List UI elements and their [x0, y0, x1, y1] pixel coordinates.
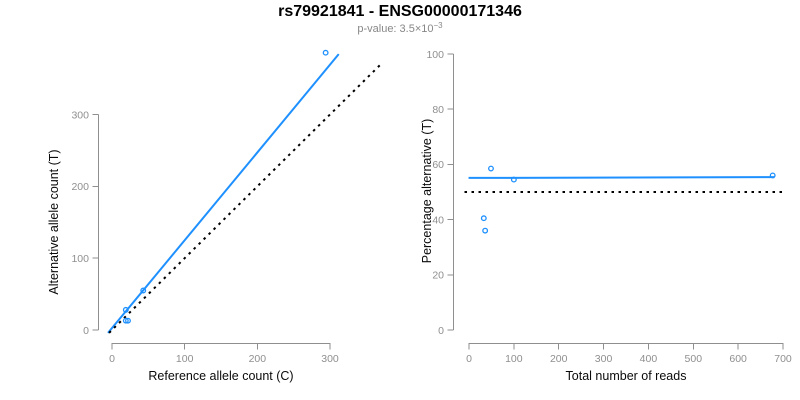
y-tick-label: 100 — [71, 253, 89, 265]
y-tick-label: 0 — [83, 325, 89, 337]
data-point — [122, 306, 129, 313]
plot-1: 0 20 40 60 80 100 0 100 200 300 400 500 600 700 — [426, 49, 791, 365]
y-tick-label: 200 — [71, 181, 89, 193]
data-point — [482, 227, 489, 234]
x-tick-label: 200 — [550, 353, 568, 365]
y-tick-label: 20 — [432, 270, 444, 282]
x-tick-label: 100 — [176, 353, 194, 365]
page-title: rs79921841 - ENSG00000171346 — [278, 3, 522, 20]
x-tick-label: 0 — [466, 353, 472, 365]
x-tick-label: 300 — [321, 353, 339, 365]
y-tick-label: 100 — [426, 49, 444, 61]
x-tick-label: 200 — [249, 353, 267, 365]
x-tick-label: 600 — [729, 353, 747, 365]
y-tick-label: 80 — [432, 104, 444, 116]
right-yaxis-title: Percentage alternative (T) — [420, 118, 434, 264]
p-value-exponent: −3 — [433, 21, 443, 30]
y-tick-label: 40 — [432, 214, 444, 226]
x-tick-label: 500 — [685, 353, 703, 365]
y-tick-label: 300 — [71, 109, 89, 121]
y-tick-label: 0 — [438, 325, 444, 337]
x-tick-label: 0 — [109, 353, 115, 365]
fit-line — [468, 176, 775, 179]
x-tick-label: 400 — [640, 353, 658, 365]
data-point — [510, 176, 517, 183]
x-tick-label: 700 — [774, 353, 792, 365]
data-point — [140, 287, 147, 294]
y-tick-label: 60 — [432, 159, 444, 171]
plot-0: 0 100 200 300 0 100 200 300 — [71, 49, 382, 365]
data-point — [488, 165, 494, 172]
data-point — [125, 317, 131, 324]
left-yaxis-title: Alternative allele count (T) — [47, 149, 61, 295]
left-xaxis-title: Reference allele count (C) — [148, 369, 294, 383]
page-subtitle: p-value: 3.5×10−3 — [250, 21, 550, 35]
right-xaxis-title: Total number of reads — [565, 369, 687, 383]
regression-line — [107, 53, 340, 334]
data-point — [769, 172, 776, 179]
x-tick-label: 300 — [595, 353, 613, 365]
data-point — [122, 317, 129, 324]
p-value-text: p-value: 3.5×10 — [357, 23, 434, 35]
identity-line — [108, 63, 382, 334]
data-point — [480, 215, 487, 222]
x-tick-label: 100 — [505, 353, 523, 365]
data-point — [322, 49, 329, 56]
